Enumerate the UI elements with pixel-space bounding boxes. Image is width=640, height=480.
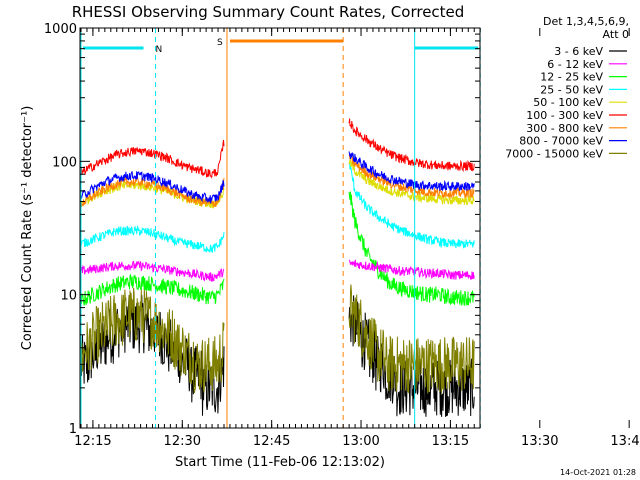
series-line-9-segment-1 [80,287,225,394]
legend-header-line-2: Att 0 [603,28,629,41]
y-axis-label: Corrected Count Rate (s⁻¹ detector⁻¹) [20,106,35,351]
legend-label-5: 50 - 100 keV [533,96,603,109]
series-line-6-segment-1 [80,139,225,180]
series-line-8-segment-2 [348,151,475,191]
x-tick-label-5: 13:15 [432,434,469,449]
legend-label-1: 3 - 6 keV [554,45,603,58]
x-tick-label-3: 12:45 [253,434,290,449]
y-tick-label-2: 10 [60,289,77,304]
x-tick-label-2: 12:30 [164,434,201,449]
y-tick-label-1: 1 [69,422,77,437]
series-line-2-segment-2 [349,259,475,280]
legend-label-6: 100 - 300 keV [526,109,603,122]
chart-title: RHESSI Observing Summary Count Rates, Co… [72,3,465,21]
x-tick-label-7: 13:45 [610,434,640,449]
legend-header-line-1: Det 1,3,4,5,6,9, [543,15,629,28]
series-line-6-segment-2 [348,118,475,173]
legend-label-7: 300 - 800 keV [526,122,603,135]
legend-label-3: 12 - 25 keV [540,71,603,84]
series-line-3-segment-1 [80,273,225,306]
series-line-4-segment-2 [348,161,475,249]
legend-label-8: 800 - 7000 keV [519,135,603,148]
flag-layer: NS [83,38,479,55]
axis-layer: 12:15 12:30 12:45 13:00 13:15 13:30 13:45 1 10 10… [44,22,640,449]
plot-frame [79,27,481,429]
series-line-2-segment-1 [80,260,225,282]
x-tick-label-1: 12:15 [74,434,111,449]
timestamp: 14-Oct-2021 01:28 [560,468,636,477]
series-layer [80,118,475,417]
legend-label-9: 7000 - 15000 keV [505,147,603,160]
x-axis-label: Start Time (11-Feb-06 12:13:02) [175,455,385,470]
legend-label-4: 25 - 50 keV [540,83,603,96]
legend-label-2: 6 - 12 keV [547,58,603,71]
series-line-8-segment-1 [80,171,225,204]
series-line-4-segment-1 [80,224,225,253]
series-line-9-segment-2 [348,284,475,394]
x-tick-label-6: 13:30 [521,434,558,449]
flag-label-1: N [156,45,163,55]
x-tick-label-4: 13:00 [342,434,379,449]
series-line-3-segment-2 [348,191,475,306]
flag-label-3: S [217,38,223,48]
y-tick-label-4: 1000 [44,22,77,37]
y-tick-label-3: 100 [52,155,77,170]
series-line-5-segment-2 [348,158,475,206]
